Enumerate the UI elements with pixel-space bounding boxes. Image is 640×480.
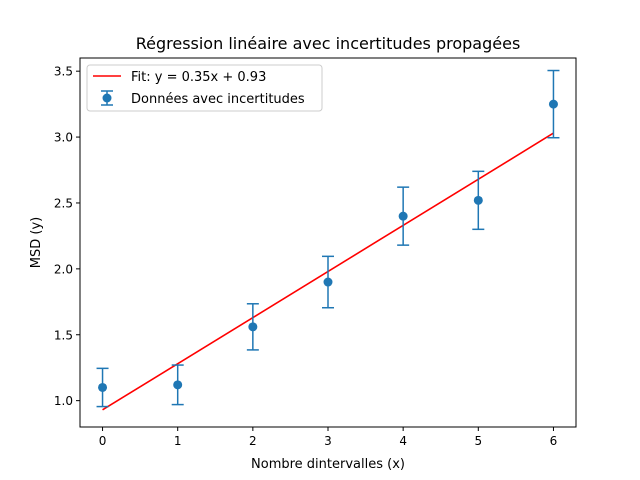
x-tick-label: 0	[99, 434, 107, 448]
data-point	[173, 380, 183, 390]
data-point	[323, 277, 333, 287]
series-layer	[96, 69, 560, 411]
x-tick-label: 1	[174, 434, 182, 448]
legend-data-label: Données avec incertitudes	[131, 92, 305, 107]
data-point	[548, 99, 558, 109]
legend-box	[86, 64, 323, 112]
legend-fit-label: Fit: y = 0.35x + 0.93	[131, 70, 266, 85]
y-axis-ticks: 1.0 1.5 2.0 2.5 3.0 3.5	[54, 65, 80, 408]
x-axis-label: Nombre dintervalles (x)	[251, 457, 405, 472]
x-tick-label: 4	[399, 434, 407, 448]
y-tick-label: 2.5	[54, 196, 73, 210]
data-point-group	[547, 69, 560, 139]
data-point	[398, 211, 408, 221]
data-point	[473, 195, 483, 205]
data-point-group	[472, 170, 485, 231]
y-axis-label: MSD (y)	[29, 217, 44, 268]
data-point-group	[96, 367, 109, 408]
legend: Fit: y = 0.35x + 0.93 Données avec incer…	[86, 64, 323, 112]
x-tick-label: 5	[474, 434, 482, 448]
data-point-group	[397, 186, 410, 246]
y-tick-label: 3.5	[54, 65, 73, 79]
data-point-group	[322, 255, 334, 309]
x-tick-label: 6	[550, 434, 558, 448]
plot-frame	[79, 57, 577, 428]
chart-title: Régression linéaire avec incertitudes pr…	[136, 34, 521, 53]
x-tick-label: 2	[249, 434, 257, 448]
y-tick-label: 2.0	[54, 262, 73, 276]
x-axis-ticks: 0 1 2 3 4 5 6	[99, 427, 558, 448]
y-tick-label: 1.5	[54, 328, 73, 342]
data-point	[248, 322, 258, 332]
data-point-group	[171, 364, 184, 406]
x-tick-label: 3	[324, 434, 332, 448]
data-point	[98, 382, 108, 392]
legend-data-marker-swatch	[101, 90, 113, 106]
y-tick-label: 1.0	[54, 394, 73, 408]
data-point-group	[246, 303, 259, 351]
y-tick-label: 3.0	[54, 131, 73, 145]
